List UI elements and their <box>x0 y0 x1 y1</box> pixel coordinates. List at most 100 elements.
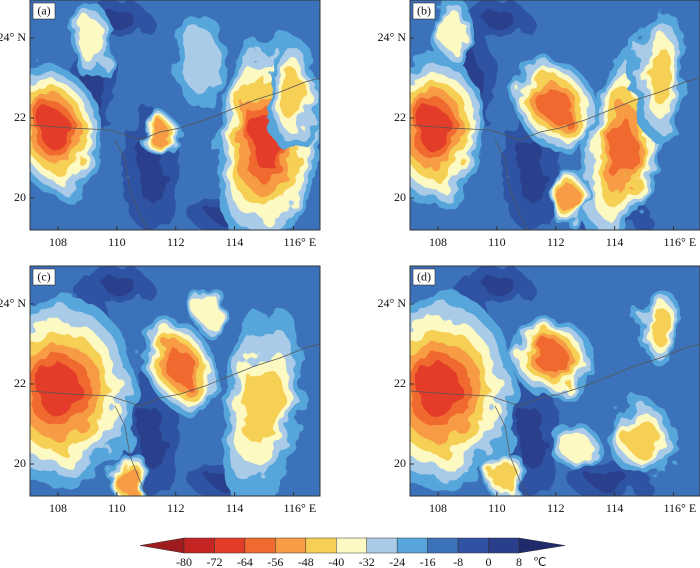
map-panel: (d) 108 110 112 114 116° E 20 22 24° N <box>378 265 700 515</box>
panel-label-box <box>32 268 56 286</box>
contour-layers <box>30 0 320 230</box>
panel-label-box <box>32 2 56 20</box>
contour-field <box>30 0 320 230</box>
colorbar-tick-label: -40 <box>328 555 344 568</box>
colorbar-segment <box>214 537 246 554</box>
lon-tick-label: 114 <box>226 235 244 249</box>
lat-tick-label: 22 <box>14 376 26 390</box>
contour-level <box>647 308 673 344</box>
contour-level <box>437 11 467 49</box>
colorbar-unit: ℃ <box>533 555 546 568</box>
lon-tick-label: 116° E <box>284 501 317 515</box>
colorbar-tick-label: -16 <box>420 555 436 568</box>
coastline <box>410 343 700 407</box>
lon-tick-label: 112 <box>167 501 185 515</box>
colorbar-tick-label: -64 <box>237 555 253 568</box>
cold-core <box>515 406 545 466</box>
colorbar-tick-label: -24 <box>389 555 405 568</box>
contour-level <box>39 109 71 151</box>
colorbar-tick-label: -80 <box>176 555 192 568</box>
lon-tick-label: 108 <box>429 501 447 515</box>
colorbar-high-end <box>518 537 566 554</box>
contour-level <box>181 28 219 92</box>
lon-tick-label: 114 <box>226 501 244 515</box>
panel-frame <box>409 265 700 497</box>
colorbar-tick-label: -48 <box>298 555 314 568</box>
lon-tick-label: 116° E <box>284 235 317 249</box>
coastline <box>30 343 320 407</box>
lat-tick-label: 24° N <box>378 30 407 44</box>
contour-level <box>645 47 675 103</box>
cold-core <box>515 140 545 200</box>
coastline <box>114 139 149 230</box>
coastline <box>410 77 700 141</box>
contour-level <box>418 108 452 152</box>
lat-tick-label: 20 <box>14 190 26 204</box>
colorbar: -80 -72 -64 -56 -48 -40 -32 -24 -16 -8 0 8 ℃ <box>139 537 566 568</box>
contour-layers <box>410 0 688 230</box>
contour-level <box>536 342 568 374</box>
contour-field <box>410 266 700 496</box>
contour-layers <box>410 266 683 496</box>
map-panel: (b) 108 110 112 114 116° E 20 22 24° N <box>378 0 700 249</box>
contour-field <box>410 0 700 230</box>
lat-tick-label: 20 <box>394 190 406 204</box>
colorbar-tick-label: -32 <box>359 555 375 568</box>
cold-core <box>590 471 630 491</box>
contour-field <box>30 266 320 496</box>
contour-level <box>539 88 571 122</box>
lon-tick-label: 108 <box>49 501 67 515</box>
lat-tick-label: 24° N <box>0 30 26 44</box>
panel-label: (a) <box>37 3 50 17</box>
colorbar-segment <box>183 537 215 554</box>
contour-level <box>493 461 517 491</box>
coastline <box>494 405 529 496</box>
coastline <box>30 77 320 141</box>
cold-core <box>135 406 165 466</box>
lon-tick-label: 110 <box>488 501 506 515</box>
colorbar-segment <box>275 537 307 554</box>
lat-tick-label: 24° N <box>378 296 407 310</box>
contour-level <box>119 466 141 496</box>
contour-level <box>242 367 282 445</box>
lon-tick-label: 112 <box>547 501 565 515</box>
panel-frame <box>409 0 700 231</box>
contour-level <box>625 420 659 456</box>
lat-tick-label: 20 <box>394 456 406 470</box>
contour-level <box>165 348 195 384</box>
panel-label-box <box>412 268 436 286</box>
colorbar-tick-label: -56 <box>267 555 283 568</box>
map-panel: (c) 108 110 112 114 116° E 20 22 24° N <box>0 265 321 515</box>
contour-level <box>277 70 307 120</box>
panel-frame <box>29 265 321 497</box>
contour-level <box>148 123 172 147</box>
colorbar-segment <box>427 537 459 554</box>
colorbar-segment <box>396 537 428 554</box>
contour-level <box>558 186 582 214</box>
lon-tick-label: 108 <box>429 235 447 249</box>
colorbar-tick-label: 8 <box>516 555 522 568</box>
colorbar-tick-label: 0 <box>486 555 492 568</box>
lon-tick-label: 110 <box>108 235 126 249</box>
coastline <box>494 139 529 230</box>
cold-core <box>485 10 515 30</box>
contour-level <box>418 364 462 418</box>
lat-tick-label: 22 <box>394 110 406 124</box>
lat-tick-label: 24° N <box>0 296 26 310</box>
contour-level <box>606 121 638 179</box>
panel-frame <box>29 0 321 231</box>
lon-tick-label: 112 <box>547 235 565 249</box>
lon-tick-label: 112 <box>167 235 185 249</box>
panel-label: (d) <box>417 269 431 283</box>
contour-level <box>560 431 590 461</box>
colorbar-segment <box>244 537 276 554</box>
lon-tick-label: 108 <box>49 235 67 249</box>
lat-tick-label: 22 <box>394 376 406 390</box>
lon-tick-label: 114 <box>606 235 624 249</box>
panel-label: (b) <box>417 3 431 17</box>
lon-tick-label: 110 <box>488 235 506 249</box>
contour-level <box>77 21 107 63</box>
colorbar-segment <box>305 537 337 554</box>
lon-tick-label: 116° E <box>664 235 697 249</box>
